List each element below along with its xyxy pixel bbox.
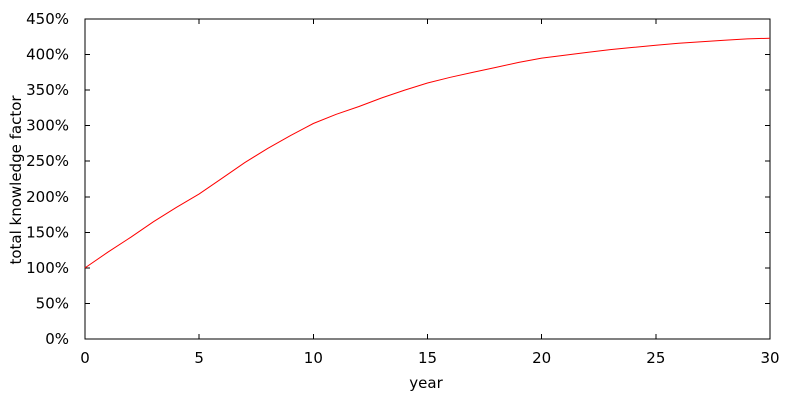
y-tick-label: 300% (26, 117, 69, 135)
x-tick-label: 30 (760, 349, 779, 367)
y-tick-label: 200% (26, 188, 69, 206)
y-tick-label: 450% (26, 10, 69, 28)
y-tick-label: 400% (26, 46, 69, 64)
x-tick-label: 25 (646, 349, 665, 367)
x-tick-label: 10 (304, 349, 323, 367)
series-line (84, 37, 771, 269)
x-tick-label: 0 (80, 349, 90, 367)
y-tick-label: 150% (26, 223, 69, 241)
x-tick-label: 5 (194, 349, 204, 367)
y-axis-label: total knowledge factor (7, 95, 25, 265)
y-tick-label: 0% (45, 330, 69, 348)
y-tick-label: 100% (26, 259, 69, 277)
x-tick-label: 20 (532, 349, 551, 367)
x-axis-label: year (409, 374, 443, 392)
x-tick-label: 15 (418, 349, 437, 367)
y-tick-label: 50% (36, 294, 69, 312)
y-tick-label: 350% (26, 81, 69, 99)
y-tick-label: 250% (26, 152, 69, 170)
plot-border (84, 18, 771, 340)
